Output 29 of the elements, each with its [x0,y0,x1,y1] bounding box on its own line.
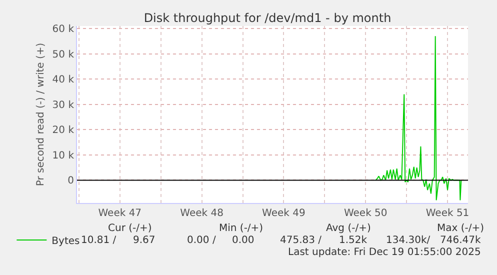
text: Min (-/+) [219,223,264,234]
text: 1.52k [339,235,368,246]
x-tick-label: Week 48 [180,208,224,219]
text: Avg (-/+) [326,223,371,234]
y-tick-label: 50 k [52,49,74,60]
text: 9.67 [133,235,156,246]
text: Last update: Fri Dec 19 01:55:00 2025 [288,247,481,258]
y-tick-label: 20 k [52,125,74,136]
y-tick-label: 30 k [52,100,74,111]
x-tick-label: Week 47 [98,208,142,219]
text: Max (-/+) [437,223,484,234]
text: 746.47k [440,235,481,246]
y-tick-label: 0 [68,176,74,187]
text: 475.83 / [280,235,322,246]
text: 10.81 / [81,235,117,246]
chart-title: Disk throughput for /dev/md1 - by month [144,11,392,26]
x-tick-label: Week 51 [426,208,470,219]
text: 0.00 / [187,235,216,246]
x-tick-label: Week 50 [344,208,388,219]
y-axis-title: Pr second read (-) / write (+) [35,42,46,186]
text: 134.30k/ [386,235,431,246]
text: Cur (-/+) [108,223,152,234]
y-tick-label: 10 k [52,150,74,162]
legend-label: Bytes [52,236,80,247]
text: 0.00 [232,235,254,246]
line-series [375,36,462,201]
x-tick-label: Week 49 [262,208,306,219]
y-tick-label: 60 k [52,24,74,36]
y-tick-label: 40 k [52,74,74,86]
